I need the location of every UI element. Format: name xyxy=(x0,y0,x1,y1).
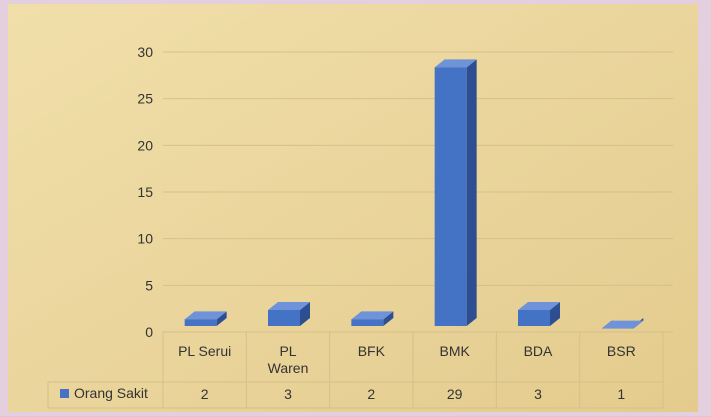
bar-front-face xyxy=(351,319,384,326)
data-label: 29 xyxy=(447,386,463,402)
x-tick-label: BFK xyxy=(358,343,386,359)
y-tick-label: 30 xyxy=(137,44,153,60)
y-tick-label: 25 xyxy=(137,91,153,107)
data-label: 1 xyxy=(617,386,625,402)
bar-front-face xyxy=(434,67,467,327)
data-label: 2 xyxy=(201,386,209,402)
data-label: 3 xyxy=(534,386,542,402)
x-tick-label: PL Serui xyxy=(178,343,231,359)
y-tick-label: 10 xyxy=(137,231,153,247)
bar-top-face xyxy=(434,59,477,68)
bar-top-face xyxy=(351,311,394,320)
data-label: 3 xyxy=(284,386,292,402)
bar xyxy=(184,311,227,326)
y-tick-label: 15 xyxy=(137,184,153,200)
parchment-background xyxy=(8,4,698,412)
bar xyxy=(601,318,644,329)
bar-side-face xyxy=(466,59,477,326)
bar-top-face xyxy=(518,302,560,310)
bar xyxy=(351,311,394,326)
bar xyxy=(268,302,310,326)
x-tick-label: PL xyxy=(279,343,296,359)
bar-top-face xyxy=(268,302,310,310)
y-tick-label: 5 xyxy=(145,277,153,293)
bar-front-face xyxy=(518,310,550,326)
legend-key xyxy=(60,389,69,398)
series-name: Orang Sakit xyxy=(74,385,148,401)
bar-top-face xyxy=(184,311,227,320)
gridlines xyxy=(163,51,673,333)
bar xyxy=(434,59,477,327)
x-tick-label: BDA xyxy=(524,343,553,359)
bar-side-face xyxy=(383,311,394,326)
data-label: 2 xyxy=(367,386,375,402)
bar-side-face xyxy=(216,311,227,326)
y-tick-label: 0 xyxy=(145,324,153,340)
y-tick-label: 20 xyxy=(137,137,153,153)
bar xyxy=(518,302,560,326)
x-tick-label: Waren xyxy=(268,360,309,376)
x-tick-label: BMK xyxy=(439,343,470,359)
bar-front-face xyxy=(268,310,300,326)
bar-top-face xyxy=(601,320,644,329)
y-axis: 0 5 10 15 20 25 30 xyxy=(137,44,153,340)
bar-front-face xyxy=(184,319,217,326)
bars xyxy=(184,59,644,329)
chart-panel: 0 5 10 15 20 25 30 PL Serui PL Waren BFK BMK BDA BSR… xyxy=(8,4,698,412)
x-tick-label: BSR xyxy=(607,343,636,359)
data-table: Orang Sakit 2 3 2 29 3 1 xyxy=(47,332,664,409)
